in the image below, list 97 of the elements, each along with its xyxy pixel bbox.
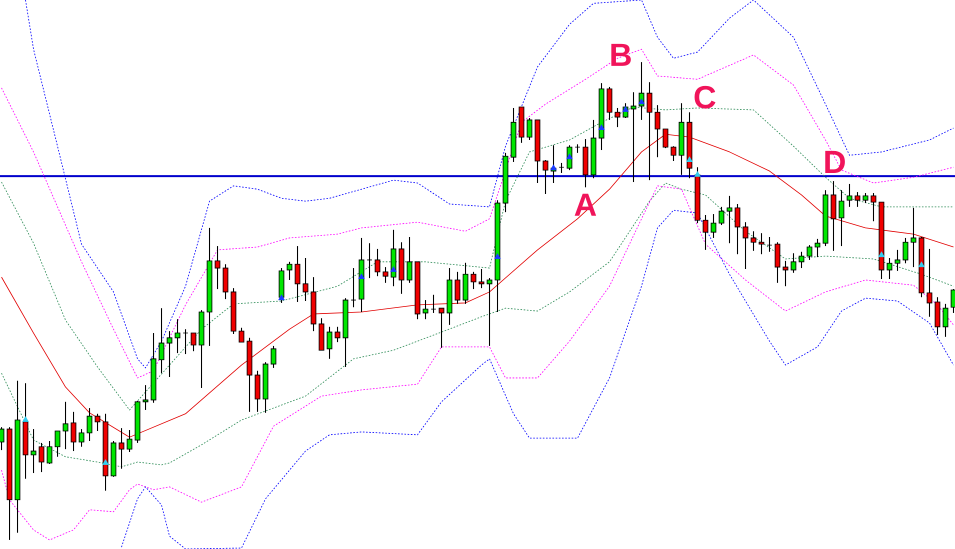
annotation: C: [694, 86, 716, 108]
candlestick: [558, 162, 564, 174]
candlestick: [910, 207, 916, 268]
candlestick: [38, 442, 44, 473]
candlestick: [326, 326, 332, 360]
point: [918, 262, 925, 268]
candlestick: [710, 214, 716, 238]
candlestick: [886, 257, 892, 280]
candlestick: [86, 408, 92, 442]
candlestick: [950, 288, 955, 314]
candlestick: [46, 440, 52, 464]
candlestick: [78, 428, 84, 448]
candlestick: [158, 308, 164, 374]
candlestick: [430, 294, 436, 314]
candlestick: [702, 214, 708, 250]
point: [598, 124, 605, 130]
candlestick: [646, 82, 652, 181]
candlestick: [366, 242, 372, 279]
candlestick: [382, 266, 388, 284]
candlestick: [190, 332, 196, 352]
candlestick: [902, 237, 908, 264]
candlestick: [614, 107, 620, 128]
candlestick: [422, 300, 428, 320]
candlestick: [870, 192, 876, 222]
candlestick: [662, 128, 668, 149]
candlestick: [654, 104, 660, 158]
candlestick: [830, 180, 836, 252]
candlestick: [790, 252, 796, 274]
annotation: B: [611, 44, 631, 66]
candlestick: [438, 308, 444, 348]
candlestick: [486, 278, 492, 346]
point: [102, 459, 109, 465]
candlestick: [854, 192, 860, 208]
candlestick: [70, 411, 76, 452]
candlestick: [846, 183, 852, 208]
candlestick: [774, 242, 780, 284]
candlestick: [406, 236, 412, 284]
candlestick: [478, 268, 484, 289]
candlestick: [742, 222, 748, 270]
candlestick: [838, 190, 844, 247]
point: [638, 98, 645, 104]
point: [358, 274, 365, 280]
candlestick: [270, 345, 276, 368]
candlestick: [806, 244, 812, 260]
point: [878, 252, 885, 258]
candlestick: [926, 248, 932, 318]
candlestick: [718, 206, 724, 226]
candlestick: [222, 264, 228, 300]
candlestick: [54, 430, 60, 458]
annotation: D: [825, 150, 845, 173]
candlestick: [942, 303, 948, 338]
candlestick: [726, 195, 732, 244]
point: [694, 171, 701, 177]
candlestick: [814, 238, 820, 258]
candlestick: [286, 261, 292, 281]
candlestick: [734, 203, 740, 255]
candlestick: [118, 428, 124, 470]
candlestick: [470, 271, 476, 290]
candlestick: [542, 160, 548, 195]
candlestick: [214, 246, 220, 290]
candlestick: [670, 146, 676, 162]
candlestick: [350, 268, 356, 308]
candlestick: [630, 92, 636, 183]
candlestick: [374, 248, 380, 277]
candlestick: [142, 384, 148, 410]
candlestick: [254, 370, 260, 412]
candlestick: [62, 401, 68, 450]
candlestick: [126, 429, 132, 453]
candlestick: [526, 117, 532, 141]
candlestick: [782, 260, 788, 287]
candlestick: [894, 249, 900, 272]
candlestick: [294, 246, 300, 303]
point: [22, 416, 29, 422]
annotation: A: [574, 194, 596, 216]
candlestick: [758, 232, 764, 255]
candlestick: [862, 192, 868, 204]
candlestick: [454, 271, 460, 304]
candlestick: [766, 236, 772, 252]
point: [494, 253, 501, 259]
candlestick: [798, 251, 804, 269]
candlestick: [238, 327, 244, 343]
candlestick: [174, 318, 180, 354]
point: [622, 106, 629, 112]
point: [550, 164, 557, 170]
candlestick: [0, 426, 4, 451]
candlestick: [750, 230, 756, 252]
point: [278, 294, 285, 300]
point: [686, 156, 693, 162]
candlestick: [94, 413, 100, 432]
candlestick: [302, 257, 308, 302]
candlestick: [182, 328, 188, 355]
point: [566, 154, 573, 160]
candlestick: [606, 86, 612, 120]
candlestick: [334, 326, 340, 343]
candlestick: [30, 428, 36, 474]
point: [390, 266, 397, 272]
candlestick: [166, 330, 172, 378]
